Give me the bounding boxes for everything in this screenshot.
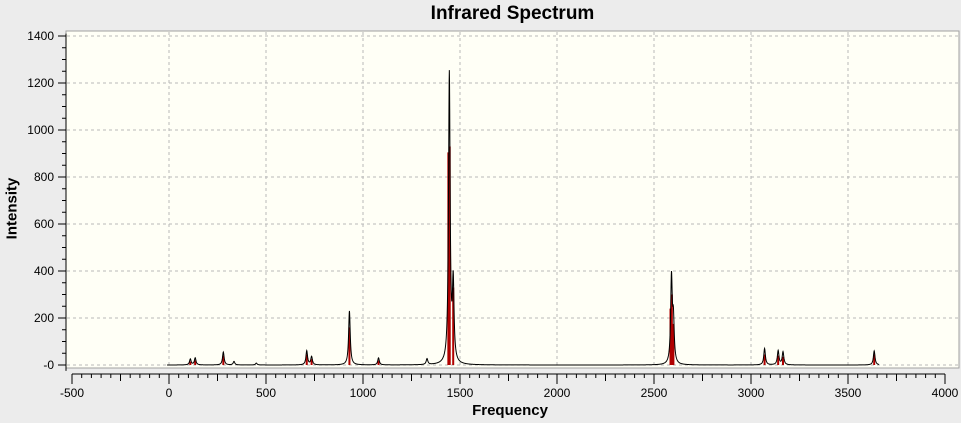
- x-tick-label: -500: [60, 386, 84, 400]
- y-tick-label: 800: [34, 170, 54, 184]
- x-tick-label: 1500: [447, 386, 474, 400]
- x-axis: -500 0 500 1000 1500 2000 2500 3000 3500 4000: [60, 373, 959, 400]
- y-tick-label: 200: [34, 311, 54, 325]
- x-tick-label: 3000: [738, 386, 765, 400]
- y-tick-label: 600: [34, 217, 54, 231]
- y-tick-label: 1000: [27, 123, 54, 137]
- chart-title: Infrared Spectrum: [430, 3, 595, 24]
- x-axis-label: Frequency: [472, 402, 548, 419]
- y-tick-label: 400: [34, 264, 54, 278]
- x-tick-label: 3500: [835, 386, 862, 400]
- plot-area: [65, 30, 960, 369]
- x-tick-label: 0: [166, 386, 173, 400]
- x-tick-label: 500: [256, 386, 276, 400]
- spectrum-line: [167, 70, 880, 366]
- y-tick-label: 1200: [27, 76, 54, 90]
- x-tick-label: 2000: [544, 386, 571, 400]
- y-tick-label: 1400: [27, 29, 54, 43]
- y-axis: -0 200 400 600 800 1000 1200 1400: [27, 29, 67, 372]
- x-tick-label: 2500: [641, 386, 668, 400]
- x-tick-label: 4000: [932, 386, 959, 400]
- x-tick-label: 1000: [350, 386, 377, 400]
- y-tick-label: -0: [43, 358, 54, 372]
